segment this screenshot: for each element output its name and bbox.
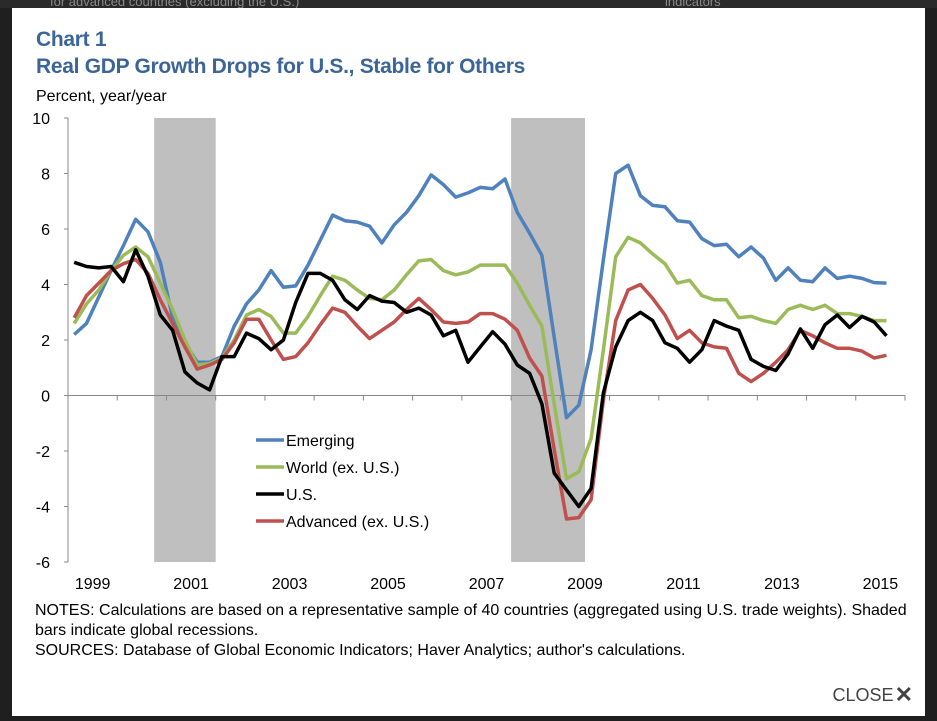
y-tick-label: 4	[41, 278, 50, 295]
series-line-u-s	[73, 248, 888, 509]
background-page	[0, 0, 937, 8]
y-tick-label: -2	[36, 444, 50, 461]
background-text-left: for advanced countries (excluding the U.…	[50, 0, 300, 9]
chart-title: Real GDP Growth Drops for U.S., Stable f…	[36, 55, 525, 78]
y-tick-label: 8	[41, 167, 50, 184]
y-tick-label: 2	[41, 333, 50, 350]
legend-label: U.S.	[286, 487, 317, 504]
y-tick-label: 10	[32, 111, 50, 128]
notes-text: NOTES: Calculations are based on a repre…	[35, 602, 907, 639]
x-tick-label: 2015	[863, 576, 899, 593]
sources-text: SOURCES: Database of Global Economic Ind…	[35, 642, 686, 659]
chart-notes: NOTES: Calculations are based on a repre…	[35, 601, 915, 661]
close-icon: ✕	[894, 682, 913, 707]
x-tick-label: 2013	[764, 576, 800, 593]
legend-label: World (ex. U.S.)	[286, 460, 400, 477]
x-tick-label: 2011	[666, 576, 701, 593]
y-tick-label: -4	[36, 500, 50, 517]
x-tick-label: 2009	[567, 576, 603, 593]
series-line-advanced-ex-u-s	[72, 257, 887, 521]
y-axis-unit-label: Percent, year/year	[36, 88, 167, 105]
background-text-right: indicators	[665, 0, 721, 9]
x-tick-label: 2005	[370, 576, 406, 593]
x-tick-label: 2003	[272, 576, 308, 593]
close-button[interactable]: CLOSE ✕	[833, 682, 913, 708]
legend-label: Emerging	[286, 433, 354, 450]
x-tick-label: 2001	[173, 576, 209, 593]
chart-number: Chart 1	[36, 28, 107, 51]
legend-label: Advanced (ex. U.S.)	[286, 514, 429, 531]
y-tick-label: -6	[36, 555, 50, 572]
close-label: CLOSE	[832, 684, 894, 705]
y-tick-label: 6	[41, 222, 50, 239]
x-tick-label: 2007	[469, 576, 505, 593]
y-tick-label: 0	[41, 389, 50, 406]
x-tick-label: 1999	[75, 576, 111, 593]
